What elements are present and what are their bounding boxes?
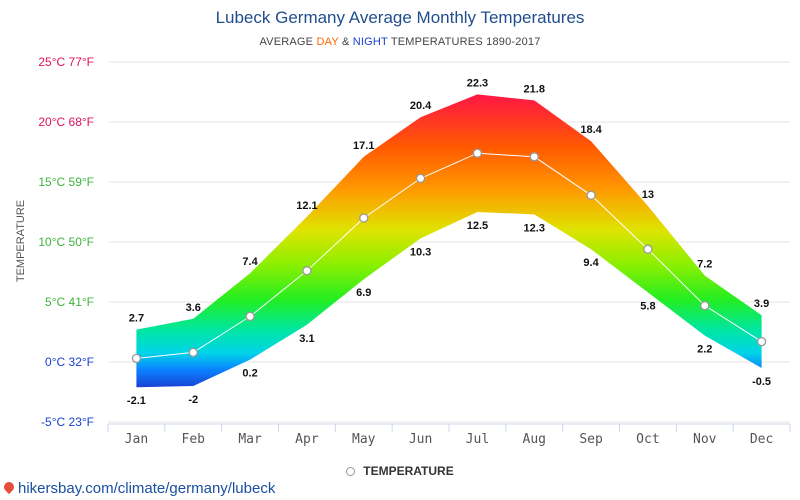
night-data-label: 10.3 (410, 246, 431, 258)
day-data-label: 13 (642, 189, 654, 201)
average-point (131, 353, 142, 364)
subtitle-day: DAY (316, 36, 339, 48)
axis-layer: 25°C 77°F 20°C 68°F 15°C 59°F 10°C 50°F 5°C … (38, 55, 791, 447)
average-point (529, 152, 539, 162)
average-point (245, 311, 255, 322)
average-point (188, 347, 198, 358)
source-text: hikersbay.com/climate/germany/lubeck (18, 480, 276, 497)
legend[interactable]: TEMPERATURE (0, 464, 800, 478)
y-tick-label: 0°C 32°F (45, 355, 94, 369)
average-point (415, 173, 426, 184)
y-tick-label: 10°C 50°F (38, 235, 94, 249)
night-data-label: 0.2 (242, 368, 257, 380)
label-layer: 2.7 3.6 7.4 12.1 17.1 20.4 22.3 21.8 18.4 13 7.2 3.… (127, 77, 771, 407)
average-point (302, 266, 312, 276)
night-data-label: 12.5 (467, 220, 488, 232)
day-data-label: 18.4 (580, 124, 602, 136)
x-tick-label: Mar (238, 432, 262, 447)
night-data-label: 6.9 (356, 287, 371, 299)
average-point (756, 336, 767, 347)
x-tick-label: Nov (693, 432, 717, 447)
average-point (586, 190, 596, 200)
x-tick-label: May (352, 432, 376, 447)
x-tick-label: Jun (409, 432, 432, 447)
legend-label: TEMPERATURE (363, 464, 454, 478)
chart-subtitle: AVERAGE DAY & NIGHT TEMPERATURES 1890-20… (0, 36, 800, 48)
day-data-label: 2.7 (129, 313, 144, 325)
x-tick-label: Jul (466, 432, 489, 447)
circle-marker-icon (346, 467, 356, 476)
day-data-label: 21.8 (524, 83, 545, 95)
average-point (359, 213, 369, 223)
y-tick-label: 20°C 68°F (38, 115, 94, 129)
subtitle-prefix: AVERAGE (259, 36, 317, 48)
subtitle-night: NIGHT (352, 36, 388, 48)
day-data-label: 3.9 (754, 298, 769, 310)
day-data-label: 20.4 (410, 100, 432, 112)
line-layer (131, 148, 767, 364)
y-tick-label: 15°C 59°F (38, 175, 94, 189)
average-point (700, 300, 710, 311)
band-layer (136, 94, 762, 388)
night-data-label: -0.5 (752, 376, 771, 388)
x-tick-label: Apr (295, 432, 319, 447)
x-tick-label: Sep (579, 432, 603, 447)
average-line (136, 152, 762, 359)
subtitle-suffix: TEMPERATURES 1890-2017 (387, 36, 541, 48)
day-data-label: 12.1 (296, 200, 317, 212)
y-tick-label: 5°C 41°F (45, 295, 94, 309)
x-tick-label: Dec (750, 432, 773, 447)
source-link[interactable]: hikersbay.com/climate/germany/lubeck (1, 479, 276, 497)
location-pin-icon (1, 479, 17, 495)
night-data-label: -2.1 (127, 395, 146, 407)
day-data-label: 22.3 (467, 77, 488, 89)
day-data-label: 7.2 (697, 259, 712, 271)
day-data-label: 3.6 (186, 302, 201, 314)
x-tick-label: Feb (182, 432, 206, 447)
day-data-label: 17.1 (353, 140, 374, 152)
night-data-label: 5.8 (640, 300, 655, 312)
night-data-label: 2.2 (697, 344, 712, 356)
night-data-label: 9.4 (583, 257, 599, 269)
y-tick-label: -5°C 23°F (41, 415, 94, 429)
y-tick-label: 25°C 77°F (38, 55, 94, 69)
night-data-label: 12.3 (524, 222, 545, 234)
x-tick-label: Oct (636, 432, 659, 447)
subtitle-amp: & (338, 36, 353, 48)
temperature-band (136, 94, 762, 388)
y-axis-title: TEMPERATURE (15, 200, 27, 282)
x-tick-label: Aug (523, 432, 546, 447)
night-data-label: 3.1 (299, 333, 314, 345)
night-data-label: -2 (188, 394, 198, 406)
average-point (472, 148, 483, 158)
x-tick-label: Jan (125, 432, 148, 447)
day-data-label: 7.4 (242, 256, 258, 268)
chart-title: Lubeck Germany Average Monthly Temperatu… (215, 8, 585, 27)
average-point (643, 244, 653, 254)
